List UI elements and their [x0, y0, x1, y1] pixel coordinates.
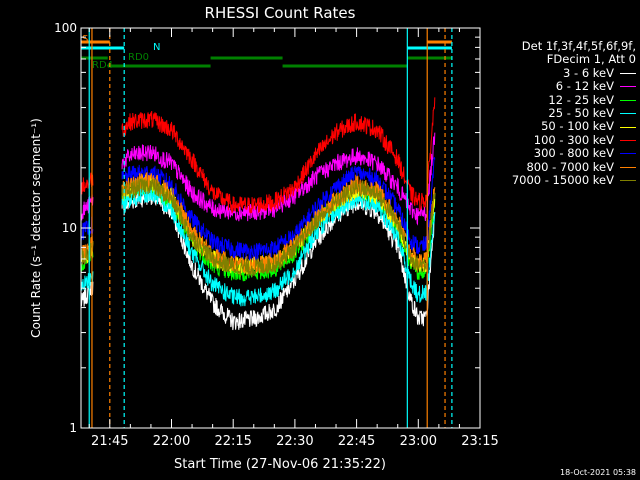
legend-swatch — [620, 166, 636, 168]
legend-label: 100 - 300 keV — [533, 132, 614, 147]
series-line-6-12-kev — [80, 132, 436, 226]
x-axis-label: Start Time (27-Nov-06 21:35:22) — [174, 457, 386, 472]
flag-label-s: S — [82, 34, 88, 45]
legend-label: 800 - 7000 keV — [526, 159, 614, 174]
plot-frame — [80, 27, 481, 429]
legend-swatch — [620, 86, 636, 88]
legend-item-300-800-kev: 300 - 800 keV — [484, 146, 636, 161]
x-tick-label: 22:15 — [214, 434, 251, 449]
flag-label-n: N — [153, 42, 160, 53]
legend-label: 12 - 25 keV — [548, 92, 614, 107]
legend-swatch — [620, 180, 636, 182]
legend-item-12-25-kev: 12 - 25 keV — [484, 92, 636, 107]
series-line-300-800-kev — [80, 157, 436, 262]
x-tick-label: 22:00 — [153, 434, 190, 449]
legend-item-800-7000-kev: 800 - 7000 keV — [484, 159, 636, 174]
flag-bar-layer: S N RD0 RD4 — [81, 34, 452, 71]
y-axis-label: Count Rate (s⁻¹ detector segment⁻¹) — [29, 118, 43, 338]
flag-label-rd0: RD0 — [128, 52, 149, 63]
x-tick-label: 22:45 — [338, 434, 375, 449]
legend-item-100-300-kev: 100 - 300 keV — [484, 132, 636, 147]
legend-label: 50 - 100 keV — [541, 119, 614, 134]
legend-item-50-100-kev: 50 - 100 keV — [484, 120, 636, 133]
series-line-100-300-kev — [80, 97, 436, 214]
legend-swatch — [620, 73, 636, 75]
line-layer — [80, 97, 436, 331]
legend-item-7000-15000-kev: 7000 - 15000 keV — [484, 173, 636, 188]
series-line-7000-15000-kev — [80, 178, 436, 278]
legend-label: 300 - 800 keV — [533, 146, 614, 161]
series-line-25-50-kev — [80, 186, 436, 307]
legend-swatch — [620, 113, 636, 115]
legend-item-6-12-kev: 6 - 12 keV — [484, 79, 636, 94]
legend: Det 1f,3f,4f,5f,6f,9f, FDecim 1, Att 0 3… — [484, 39, 636, 188]
legend-label: 3 - 6 keV — [563, 65, 614, 80]
legend-label: 7000 - 15000 keV — [511, 173, 614, 188]
legend-swatch — [620, 153, 636, 155]
x-tick-label: 21:45 — [91, 434, 128, 449]
legend-item-3-6-kev: 3 - 6 keV — [484, 65, 636, 80]
footer-timestamp: 18-Oct-2021 05:38 — [560, 468, 636, 477]
legend-label: 6 - 12 keV — [555, 79, 614, 94]
legend-swatch — [620, 99, 636, 101]
x-tick-label: 23:00 — [400, 434, 437, 449]
axes: 1 10 100 21:45 22:00 22:15 22:30 22:45 23:00 23:1… — [54, 21, 499, 449]
x-tick-label: 23:15 — [461, 434, 498, 449]
legend-header-line: FDecim 1, Att 0 — [546, 52, 636, 67]
legend-swatch — [620, 140, 636, 142]
legend-item-25-50-kev: 25 - 50 keV — [484, 106, 636, 121]
y-tick-label: 100 — [54, 21, 77, 35]
y-tick-label: 1 — [69, 421, 77, 435]
chart-title: RHESSI Count Rates — [205, 4, 356, 22]
x-tick-label: 22:30 — [276, 434, 313, 449]
y-tick-label: 10 — [62, 221, 77, 235]
legend-header-line: Det 1f,3f,4f,5f,6f,9f, — [521, 39, 636, 53]
legend-label: 25 - 50 keV — [548, 106, 614, 121]
legend-swatch — [620, 126, 636, 128]
flag-label-rd4: RD4 — [92, 60, 113, 71]
